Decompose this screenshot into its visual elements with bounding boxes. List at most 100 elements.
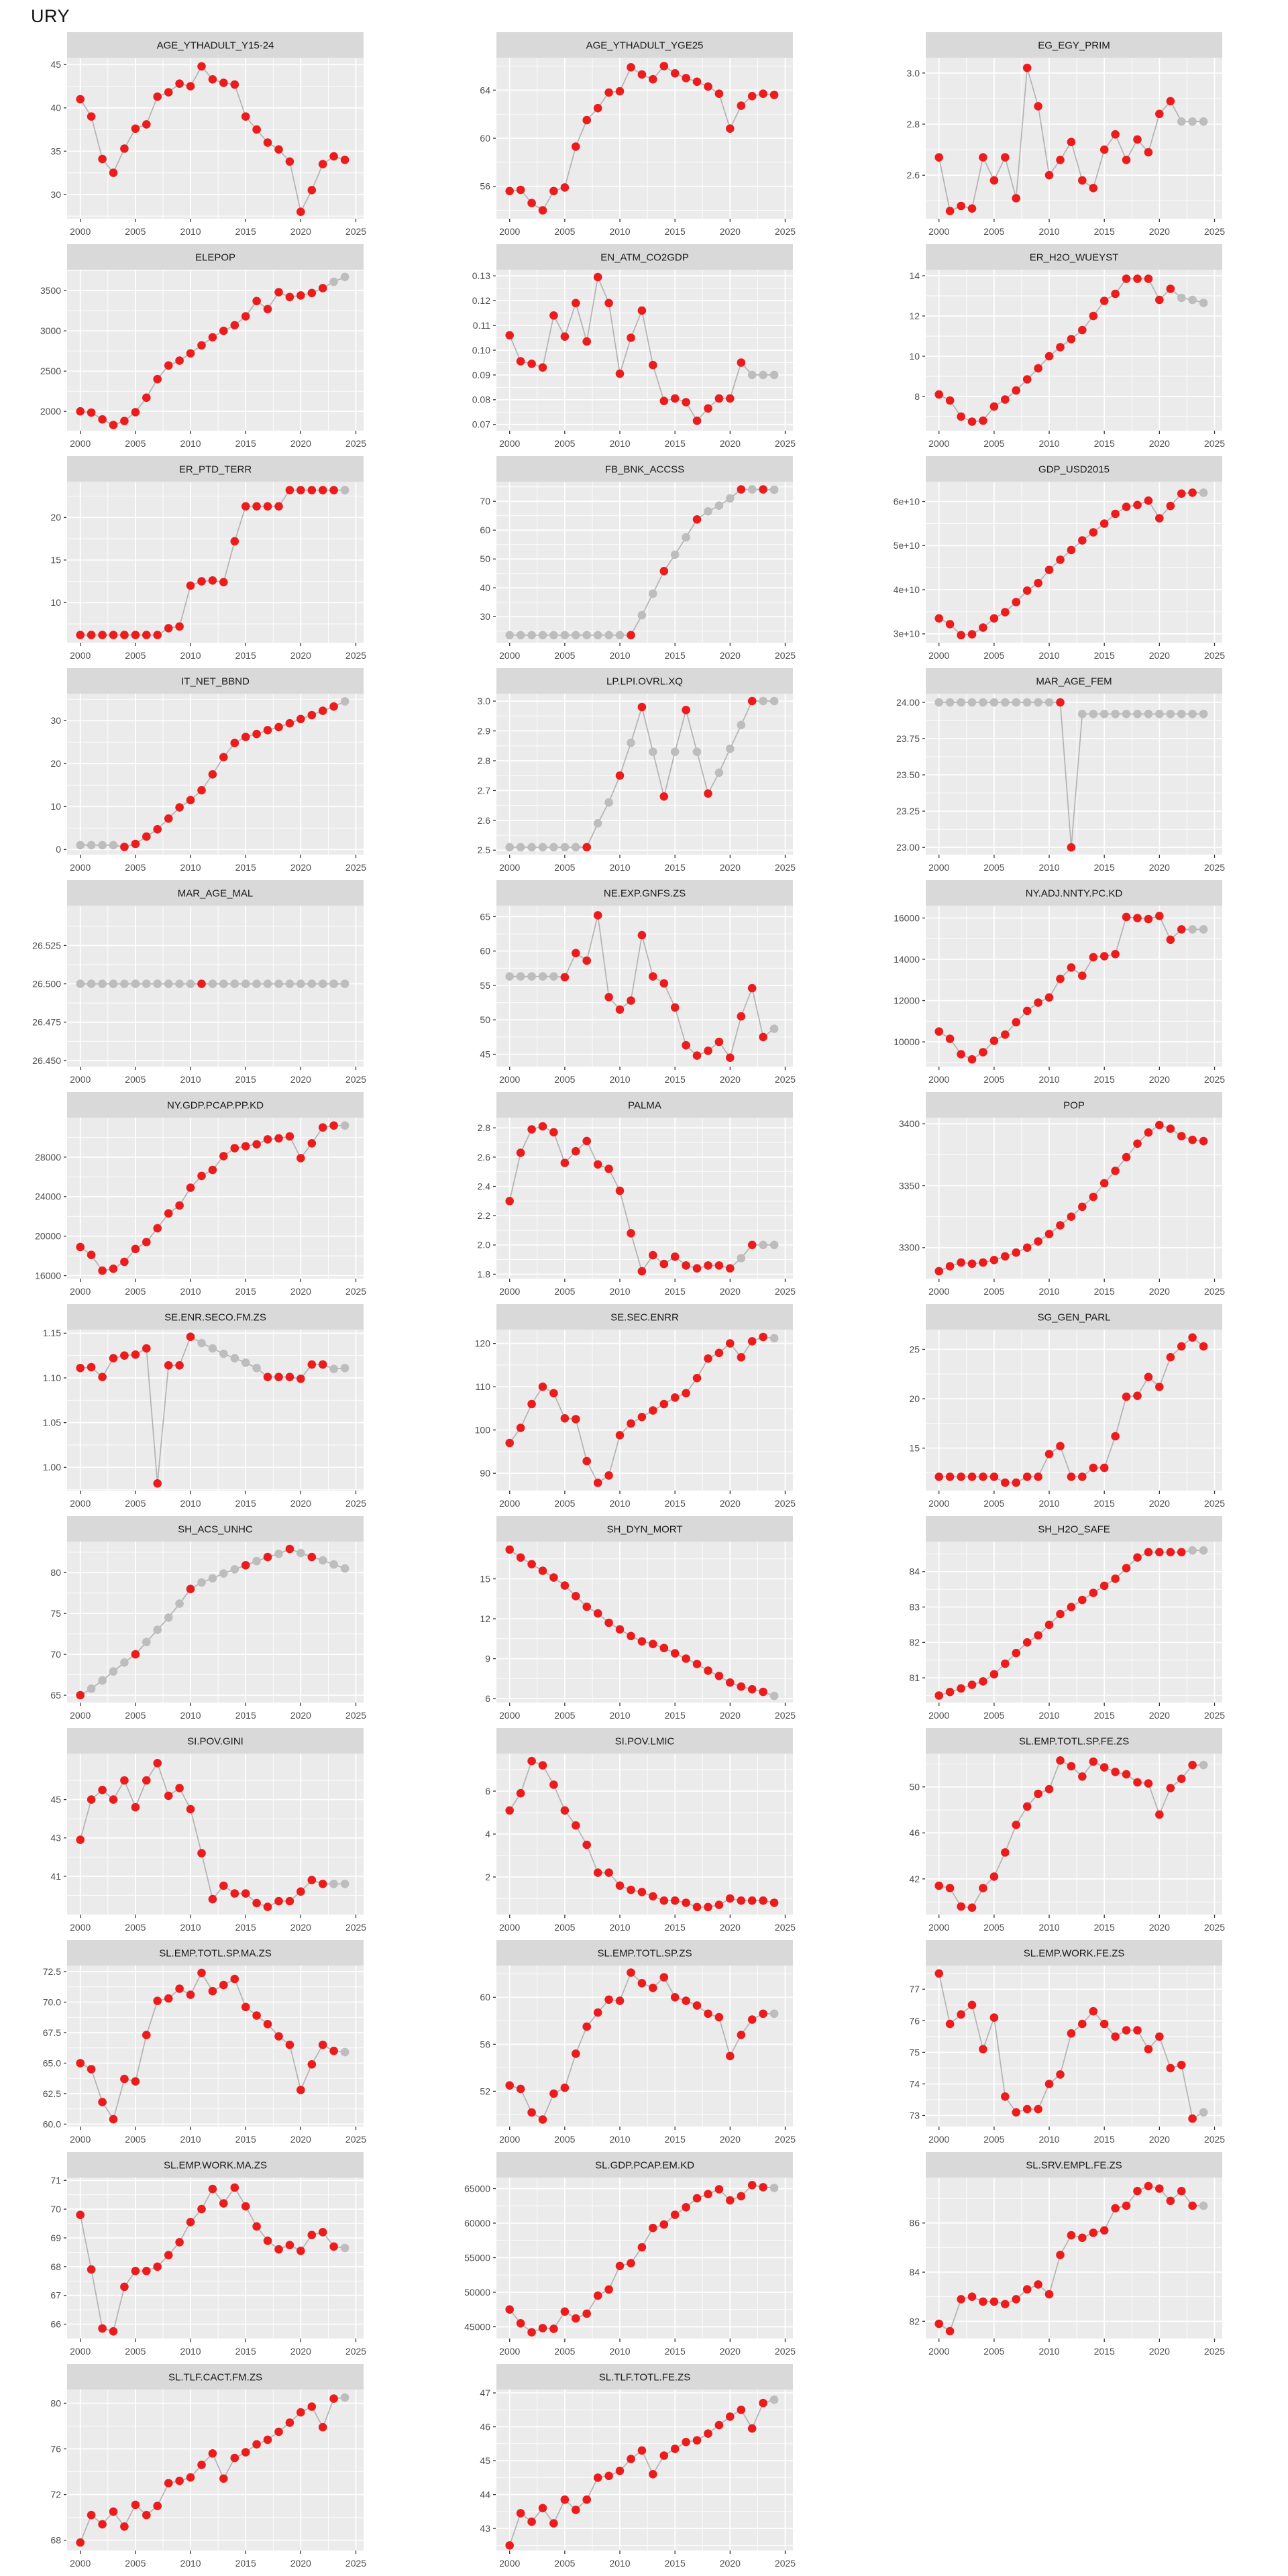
- facet-strip: [926, 2152, 1222, 2178]
- x-axis-label: 2010: [609, 1498, 630, 1509]
- data-point: [572, 2506, 580, 2514]
- data-point: [1089, 1757, 1098, 1766]
- data-point: [1022, 1802, 1032, 1811]
- y-axis-label: 26.475: [32, 1017, 61, 1028]
- data-point: [934, 390, 943, 399]
- data-point: [957, 631, 965, 640]
- x-axis-label: 2010: [1038, 2134, 1059, 2145]
- data-point: [98, 1373, 107, 1381]
- facet-title: MAR_AGE_FEM: [1036, 676, 1112, 687]
- data-point: [1144, 148, 1153, 157]
- facet-strip: [926, 880, 1222, 906]
- facet-plot: 60.0 62.5 65.0 67.5 70.0 72.5 2000 2005 2010 2015…: [43, 1940, 366, 2145]
- x-axis-label: 2000: [928, 1074, 949, 1085]
- data-point: [1188, 2114, 1197, 2123]
- data-point: [307, 1139, 317, 1148]
- y-axis-label: 45: [480, 2455, 490, 2466]
- y-axis-label: 15: [480, 1573, 490, 1584]
- data-point: [1056, 974, 1065, 983]
- y-axis-label: 3.0: [478, 696, 491, 706]
- y-axis-label: 75: [50, 1608, 61, 1619]
- data-point: [615, 1625, 625, 1634]
- x-axis-label: 2010: [1038, 2346, 1059, 2357]
- data-point: [329, 152, 338, 161]
- data-point: [692, 1660, 702, 1668]
- x-axis-label: 2015: [1094, 2346, 1115, 2357]
- facet-SL.TLF.TOTL.FE.ZS: 43 44 45 46 47 2000 2005 2010 2015 2020 2025 SL.TLF…: [429, 2364, 859, 2576]
- data-point: [759, 485, 767, 494]
- data-point: [1144, 1373, 1153, 1381]
- y-axis-label: 12: [480, 1613, 490, 1624]
- data-point: [505, 1545, 514, 1554]
- data-point: [175, 1784, 184, 1792]
- y-axis-label: 62.5: [43, 2088, 61, 2099]
- x-axis-label: 2020: [720, 1922, 741, 1933]
- data-point-provisional: [329, 979, 338, 988]
- x-axis-label: 2015: [665, 1710, 686, 1721]
- y-axis-label: 86: [909, 2218, 920, 2229]
- x-axis-label: 2005: [983, 1074, 1004, 1085]
- data-point-provisional: [769, 1024, 779, 1033]
- data-point: [1012, 2295, 1020, 2304]
- x-axis-label: 2020: [290, 226, 311, 237]
- data-point-provisional: [615, 631, 625, 640]
- data-point: [1089, 1463, 1098, 1472]
- data-point: [1177, 1342, 1186, 1351]
- data-point: [747, 696, 757, 706]
- facet-strip: [496, 32, 793, 58]
- x-axis-label: 2015: [235, 862, 256, 873]
- y-axis-label: 46: [909, 1827, 920, 1838]
- x-axis-label: 2000: [499, 1922, 520, 1933]
- data-point: [1044, 170, 1054, 180]
- x-axis-label: 2000: [70, 1922, 91, 1933]
- data-point: [659, 792, 669, 801]
- data-point-provisional: [593, 819, 602, 828]
- data-point: [1155, 1383, 1164, 1391]
- data-point: [637, 1637, 647, 1646]
- data-point: [989, 1670, 999, 1679]
- data-point-provisional: [340, 1121, 350, 1130]
- facet-strip: [67, 668, 364, 694]
- x-axis-label: 2000: [928, 862, 949, 873]
- data-point: [1001, 2300, 1010, 2308]
- x-axis-label: 2015: [1094, 438, 1115, 449]
- data-point: [285, 2241, 294, 2249]
- y-axis-label: 2.6: [907, 170, 920, 180]
- data-point-provisional: [759, 1240, 767, 1250]
- x-axis-label: 2005: [125, 2558, 146, 2569]
- y-axis-label: 50: [480, 553, 490, 564]
- data-point: [197, 62, 206, 71]
- data-point: [989, 176, 999, 185]
- x-axis-label: 2010: [1038, 1498, 1059, 1509]
- data-point: [274, 1896, 283, 1906]
- data-point: [263, 2020, 272, 2029]
- data-point: [1099, 297, 1109, 305]
- data-point: [131, 1650, 140, 1659]
- data-point: [714, 89, 724, 98]
- data-point-provisional: [219, 1569, 228, 1578]
- data-point-provisional: [340, 1364, 350, 1373]
- x-axis-label: 2000: [70, 1074, 91, 1085]
- x-axis-label: 2000: [70, 438, 91, 449]
- data-point-provisional: [714, 768, 724, 777]
- data-point-provisional: [230, 1354, 239, 1362]
- data-point-provisional: [505, 972, 514, 981]
- data-point: [538, 2115, 547, 2124]
- y-axis-label: 1.00: [43, 1462, 61, 1472]
- data-point: [747, 2181, 757, 2190]
- y-axis-label: 84: [909, 1566, 920, 1577]
- x-axis-label: 2005: [983, 1498, 1004, 1509]
- facet-SI.POV.LMIC: 2 4 6 2000 2005 2010 2015 2020 2025 SI.POV.LMIC: [429, 1728, 859, 1940]
- x-axis-label: 2000: [70, 2558, 91, 2569]
- data-point: [1177, 1548, 1186, 1557]
- y-axis-label: 3000: [40, 325, 61, 336]
- data-point-provisional: [516, 843, 525, 852]
- y-axis-label: 3.0: [907, 68, 920, 78]
- data-point: [670, 394, 680, 403]
- x-axis-label: 2025: [775, 862, 796, 873]
- data-point: [241, 1142, 250, 1150]
- data-point: [208, 1165, 217, 1175]
- facet-title: MAR_AGE_MAL: [178, 888, 254, 899]
- data-point: [747, 92, 757, 101]
- facet-plot: 1.00 1.05 1.10 1.15 2000 2005 2010 2015 2020 2025…: [43, 1304, 366, 1509]
